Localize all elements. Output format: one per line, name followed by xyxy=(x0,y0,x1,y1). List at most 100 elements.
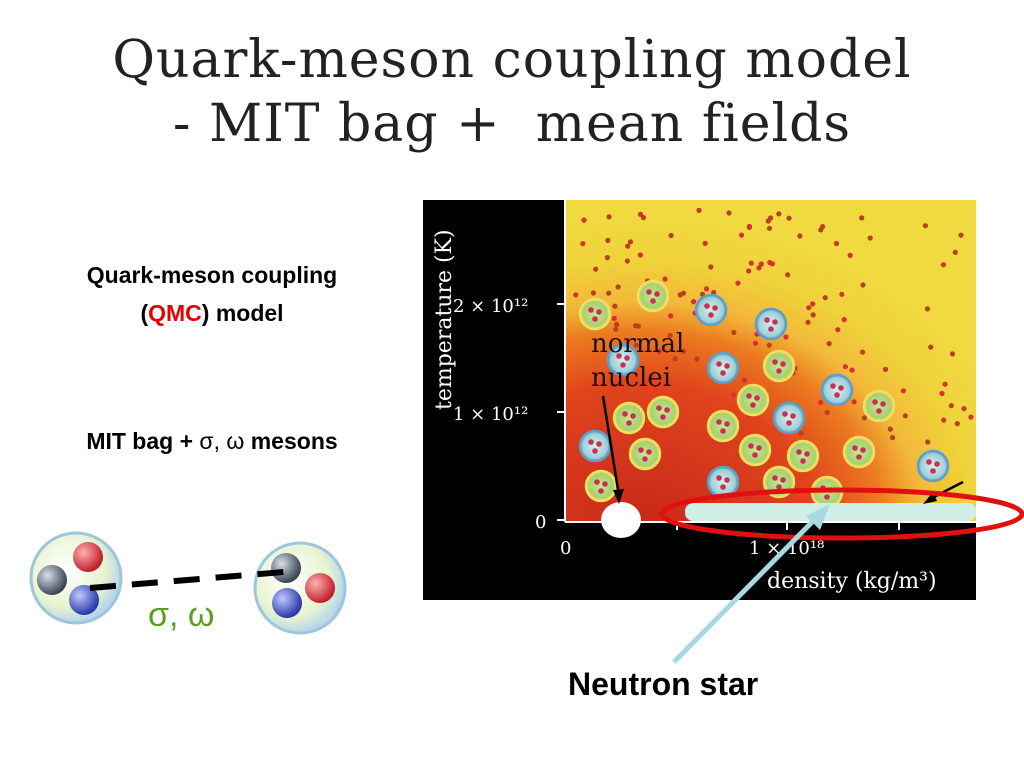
nucleon-bubble xyxy=(762,349,796,383)
meson-exchange-dashed-line xyxy=(89,569,285,591)
quark-dot xyxy=(882,366,889,372)
nucleon-bubble xyxy=(706,409,740,443)
quark-dot xyxy=(942,381,948,387)
quark-dot xyxy=(765,218,771,224)
quark-dot xyxy=(941,417,947,423)
quark-dot xyxy=(860,282,866,288)
x-tick-mid: 1 × 10¹⁸ xyxy=(749,538,824,559)
quark-dot xyxy=(833,240,840,247)
qcd-phase-diagram: 2 × 10¹² 1 × 10¹² 0 0 1 × 10¹⁸ density (… xyxy=(423,200,976,600)
quark-dot xyxy=(711,289,717,296)
red-quark-icon xyxy=(305,573,335,603)
quark-dot xyxy=(961,406,967,412)
quark-dot xyxy=(573,292,579,298)
mit-suffix: mesons xyxy=(244,428,338,454)
quark-dot xyxy=(805,319,811,325)
nucleon-bubble xyxy=(606,343,640,377)
x-tick-zero: 0 xyxy=(560,538,571,559)
quark-dot xyxy=(867,235,873,241)
quark-dot xyxy=(746,268,752,274)
qmc-model-label: Quark-meson coupling (QMC) model xyxy=(12,256,412,332)
qmc-close: ) model xyxy=(201,300,284,326)
quark-dot xyxy=(948,403,955,409)
quark-dot xyxy=(590,290,596,296)
quark-dot xyxy=(949,351,956,357)
quark-dot xyxy=(680,290,686,296)
neutron-star-label: Neutron star xyxy=(568,666,759,702)
quark-dot xyxy=(756,265,762,271)
nucleon-bubble xyxy=(810,475,844,509)
nucleon-bubble xyxy=(754,307,788,341)
slide-title: Quark-meson coupling model - MIT bag + m… xyxy=(0,28,1024,156)
quark-dot xyxy=(968,414,974,420)
quark-dot xyxy=(726,210,732,216)
quark-dot xyxy=(810,312,816,318)
quark-dot xyxy=(824,409,830,415)
quark-dot xyxy=(810,301,816,307)
nucleon-bubble xyxy=(736,383,770,417)
quark-dot xyxy=(625,243,631,249)
quark-dot xyxy=(696,207,702,213)
normal-nuclei-line2: nuclei xyxy=(591,363,671,393)
quark-dot xyxy=(702,240,708,246)
quark-dot xyxy=(627,239,634,245)
quark-dot xyxy=(922,223,928,229)
nucleon-right xyxy=(253,541,347,635)
mit-bag-label: MIT bag + σ, ω mesons xyxy=(12,422,412,460)
nucleon-bubble xyxy=(578,429,612,463)
nucleon-bubble xyxy=(584,469,618,503)
quark-dot xyxy=(758,261,764,267)
quark-dot xyxy=(613,326,619,332)
quark-dot xyxy=(939,390,945,397)
quark-dot xyxy=(703,286,710,292)
nucleon-left xyxy=(29,531,123,625)
nucleon-bubble xyxy=(786,439,820,473)
x-axis-label: density (kg/m³) xyxy=(767,569,937,594)
quark-dot xyxy=(735,280,741,286)
nuclei-point xyxy=(601,502,641,538)
quark-dot xyxy=(580,241,586,247)
quark-dot xyxy=(612,303,618,309)
quark-dot xyxy=(925,439,931,445)
quark-dot xyxy=(842,364,848,370)
quark-dot xyxy=(667,332,673,339)
quark-dot xyxy=(887,426,893,432)
red-quark-icon xyxy=(73,542,103,572)
nucleon-bubble xyxy=(842,435,876,469)
nucleon-bubble xyxy=(646,395,680,429)
nucleon-bubble xyxy=(772,401,806,435)
quark-dot xyxy=(593,266,599,272)
quark-dot xyxy=(581,217,587,223)
nucleon-bubble xyxy=(862,389,896,423)
quark-dot xyxy=(606,290,612,296)
quark-dot xyxy=(606,214,612,220)
quark-dot xyxy=(767,259,773,266)
quark-dot xyxy=(928,344,934,350)
quark-dot xyxy=(851,399,857,405)
gray-quark-icon xyxy=(37,565,67,595)
quark-dot xyxy=(668,313,674,319)
nucleon-bubble xyxy=(916,449,950,483)
quark-dot xyxy=(798,430,804,436)
quark-dot xyxy=(708,264,714,270)
quark-dot xyxy=(605,237,611,243)
quark-dot xyxy=(662,276,668,282)
quark-dot xyxy=(797,233,803,239)
quark-dot xyxy=(633,342,639,348)
title-line-1: Quark-meson coupling model xyxy=(112,30,912,90)
mit-prefix: MIT bag + xyxy=(86,428,200,454)
normal-nuclei-line1: normal xyxy=(591,329,684,359)
quark-dot xyxy=(752,340,759,346)
title-line-2: - MIT bag + mean fields xyxy=(172,94,852,154)
y-tick-zero: 0 xyxy=(535,512,546,533)
quark-dot xyxy=(861,415,867,421)
quark-dot xyxy=(739,232,745,238)
quark-dot xyxy=(889,435,896,441)
nucleon-bubble xyxy=(738,433,772,467)
quark-dot xyxy=(766,342,772,348)
blue-quark-icon xyxy=(272,588,302,618)
quark-dot xyxy=(766,225,773,231)
quark-dot xyxy=(672,356,678,362)
quark-dot xyxy=(818,399,824,406)
quark-dot xyxy=(806,305,812,311)
